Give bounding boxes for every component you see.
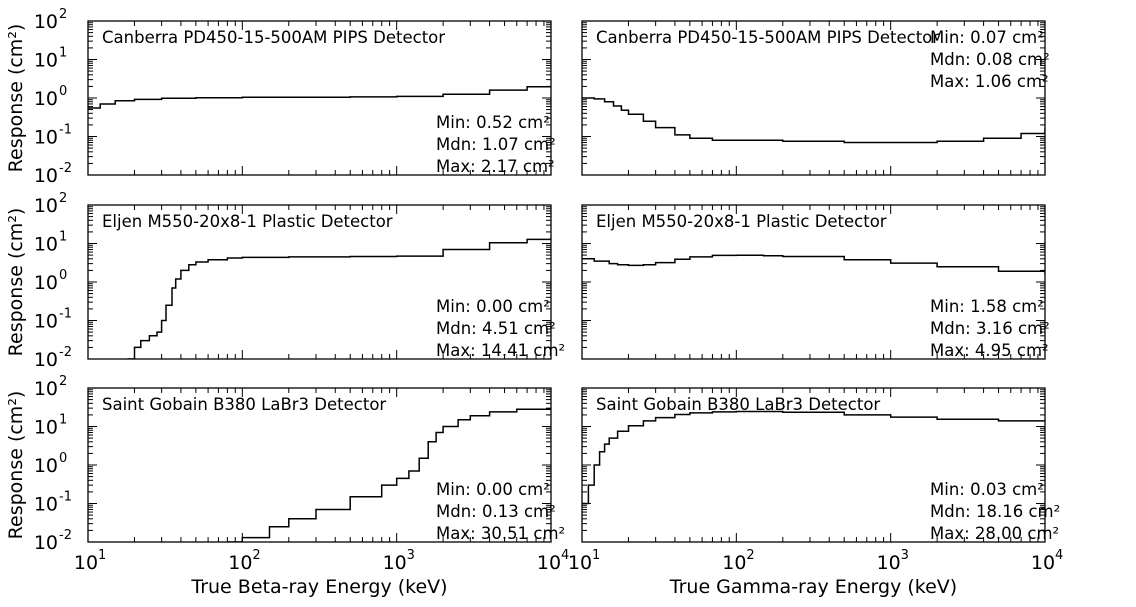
- x-tick-exponent: 1: [98, 548, 106, 563]
- y-tick-exponent: 1: [59, 413, 67, 428]
- y-tick-label: 10: [34, 311, 58, 333]
- y-tick-exponent: -2: [59, 161, 72, 176]
- plot-frame: [87, 20, 552, 176]
- stat-label: Min: 0.52 cm²: [436, 113, 550, 132]
- stat-label: Mdn: 0.08 cm²: [930, 50, 1050, 69]
- x-tick-label: 10: [722, 552, 746, 574]
- x-tick-label: 10: [1031, 552, 1055, 574]
- y-tick-exponent: 1: [59, 46, 67, 61]
- series-line: [582, 410, 1045, 505]
- series-line: [227, 408, 551, 542]
- plot-frame: [581, 204, 1046, 360]
- panel-2: Canberra PD450-15-500AM PIPS DetectorMin…: [581, 20, 1050, 176]
- y-tick-exponent: 2: [59, 7, 67, 22]
- stat-label: Mdn: 0.13 cm²: [436, 502, 556, 521]
- x-tick-label: 10: [537, 552, 561, 574]
- y-tick-label: 10: [34, 88, 58, 110]
- y-tick-exponent: 2: [59, 191, 67, 206]
- x-tick-label: 10: [383, 552, 407, 574]
- x-tick-exponent: 3: [901, 548, 909, 563]
- stat-label: Mdn: 18.16 cm²: [930, 502, 1060, 521]
- x-tick-exponent: 4: [561, 548, 569, 563]
- y-tick-exponent: -1: [59, 490, 72, 505]
- series-line: [582, 97, 1045, 144]
- x-tick-exponent: 1: [592, 548, 600, 563]
- y-tick-label: 10: [34, 234, 58, 256]
- panel-5: Saint Gobain B380 LaBr3 Detector Min: 0.0…: [5, 374, 569, 598]
- x-axis-title: True Beta-ray Energy (keV): [190, 576, 447, 598]
- panel-title: Saint Gobain B380 LaBr3 Detector: [596, 395, 880, 414]
- ticks: [581, 20, 1046, 176]
- y-axis-title: Response (cm²): [5, 208, 27, 357]
- y-tick-label: 10: [34, 349, 58, 371]
- stat-label: Max: 2.17 cm²: [436, 157, 555, 176]
- x-tick-exponent: 2: [746, 548, 754, 563]
- x-tick-label: 10: [568, 552, 592, 574]
- y-tick-exponent: 0: [59, 451, 67, 466]
- y-tick-label: 10: [34, 378, 58, 400]
- panel-1: Canberra PD450-15-500AM PIPS Detector Min…: [5, 7, 556, 187]
- stat-label: Min: 0.03 cm²: [930, 480, 1044, 499]
- y-tick-label: 10: [34, 11, 58, 33]
- y-tick-exponent: 2: [59, 374, 67, 389]
- y-tick-label: 10: [34, 165, 58, 187]
- stat-label: Min: 1.58 cm²: [930, 297, 1044, 316]
- stat-label: Max: 1.06 cm²: [930, 72, 1049, 91]
- y-tick-exponent: 0: [59, 84, 67, 99]
- stat-label: Max: 28.00 cm²: [930, 524, 1059, 543]
- series-line: [582, 254, 1045, 275]
- y-tick-exponent: -2: [59, 528, 72, 543]
- y-tick-label: 10: [34, 417, 58, 439]
- y-tick-exponent: -1: [59, 123, 72, 138]
- y-tick-exponent: -2: [59, 345, 72, 360]
- y-tick-label: 10: [34, 195, 58, 217]
- x-tick-exponent: 2: [252, 548, 260, 563]
- x-tick-exponent: 4: [1055, 548, 1063, 563]
- stat-label: Min: 0.07 cm²: [930, 28, 1044, 47]
- panel-title: Eljen M550-20x8-1 Plastic Detector: [596, 212, 887, 231]
- y-axis-title: Response (cm²): [5, 24, 27, 173]
- x-tick-label: 10: [877, 552, 901, 574]
- y-tick-exponent: -1: [59, 307, 72, 322]
- stat-label: Mdn: 4.51 cm²: [436, 319, 556, 338]
- y-axis-title: Response (cm²): [5, 391, 27, 540]
- plot-frame: [581, 387, 1046, 543]
- y-tick-label: 10: [34, 455, 58, 477]
- stat-label: Min: 0.00 cm²: [436, 480, 550, 499]
- panel-title: Canberra PD450-15-500AM PIPS Detector: [596, 28, 939, 47]
- x-tick-exponent: 3: [407, 548, 415, 563]
- stat-label: Max: 4.95 cm²: [930, 341, 1049, 360]
- x-tick-label: 10: [228, 552, 252, 574]
- stat-label: Mdn: 1.07 cm²: [436, 135, 556, 154]
- plot-frame: [581, 20, 1046, 176]
- y-tick-label: 10: [34, 532, 58, 554]
- y-tick-exponent: 1: [59, 230, 67, 245]
- x-tick-label: 10: [74, 552, 98, 574]
- panel-4: Eljen M550-20x8-1 Plastic Detector Min: 1…: [581, 204, 1050, 360]
- panel-6: Saint Gobain B380 LaBr3 Detector Min: 0.0…: [568, 387, 1063, 598]
- ticks: [581, 387, 1046, 543]
- ticks: [87, 20, 552, 176]
- series-line: [88, 85, 551, 109]
- stat-label: Max: 30.51 cm²: [436, 524, 565, 543]
- panel-title: Saint Gobain B380 LaBr3 Detector: [102, 395, 386, 414]
- y-tick-label: 10: [34, 272, 58, 294]
- plot-frame: [87, 387, 552, 543]
- panel-title: Eljen M550-20x8-1 Plastic Detector: [102, 212, 393, 231]
- panel-title: Canberra PD450-15-500AM PIPS Detector: [102, 28, 445, 47]
- x-axis-title: True Gamma-ray Energy (keV): [669, 576, 957, 598]
- panel-3: Eljen M550-20x8-1 Plastic Detector Min: 0…: [5, 191, 565, 371]
- stat-label: Mdn: 3.16 cm²: [930, 319, 1050, 338]
- stat-label: Min: 0.00 cm²: [436, 297, 550, 316]
- y-tick-label: 10: [34, 494, 58, 516]
- y-tick-label: 10: [34, 127, 58, 149]
- series-line: [127, 237, 551, 359]
- y-tick-exponent: 0: [59, 268, 67, 283]
- plot-frame: [87, 204, 552, 360]
- y-tick-label: 10: [34, 50, 58, 72]
- stat-label: Max: 14.41 cm²: [436, 341, 565, 360]
